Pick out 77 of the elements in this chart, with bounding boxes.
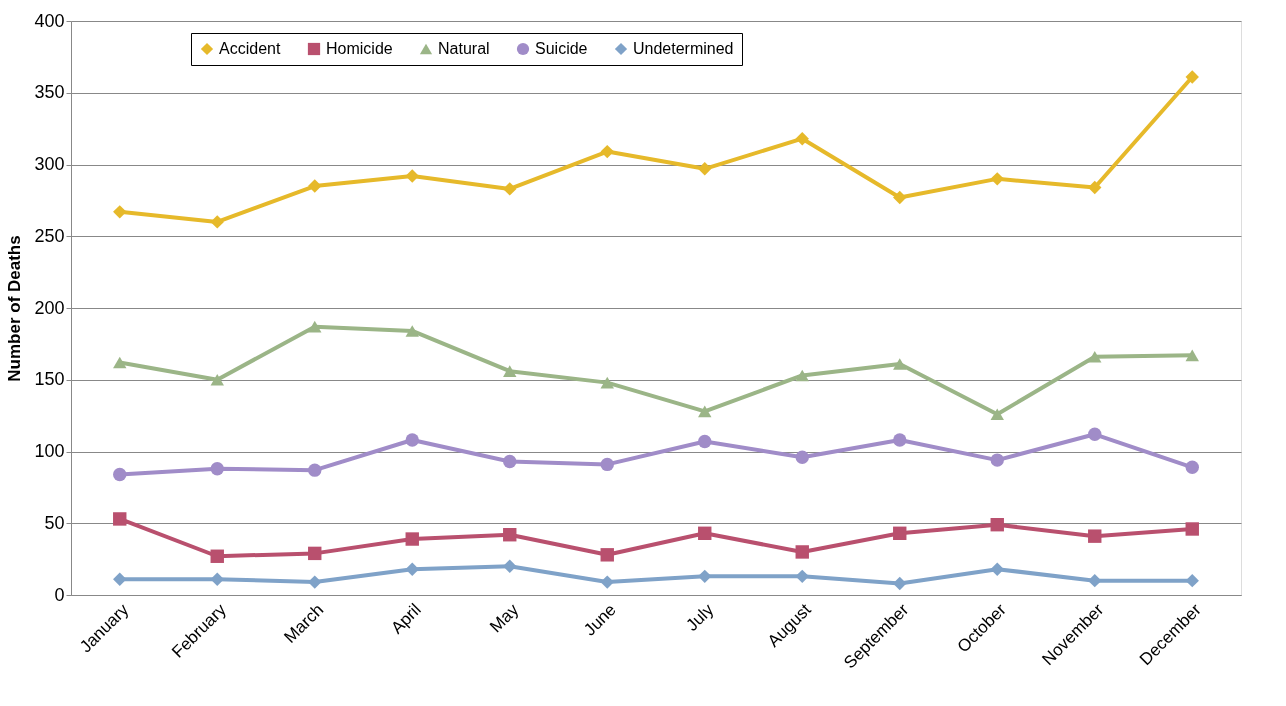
point	[600, 376, 614, 389]
point	[795, 131, 809, 146]
y-tick-label: 250	[34, 225, 65, 246]
point	[1185, 460, 1199, 474]
point	[1088, 529, 1102, 543]
point	[1088, 180, 1102, 195]
y-axis-title: Number of Deaths	[5, 235, 25, 382]
point	[308, 575, 322, 589]
point	[795, 369, 809, 382]
point	[503, 528, 517, 542]
point	[600, 548, 614, 562]
y-tick-label: 0	[54, 584, 65, 605]
point	[1185, 573, 1199, 588]
point	[308, 179, 322, 193]
point	[210, 572, 224, 586]
y-tick-label: 400	[34, 10, 65, 31]
y-tick-label: 100	[34, 441, 65, 461]
y-tick-label: 350	[34, 82, 65, 103]
point	[1185, 349, 1199, 362]
point	[210, 373, 224, 386]
point	[308, 463, 322, 477]
point	[600, 575, 614, 589]
point	[893, 433, 907, 447]
point	[990, 408, 1004, 420]
point	[698, 405, 712, 418]
point	[405, 532, 419, 546]
point	[308, 320, 322, 333]
point	[405, 169, 419, 183]
legend-label: Homicide	[326, 40, 393, 57]
point	[893, 526, 907, 540]
point	[503, 454, 517, 469]
point	[698, 569, 712, 584]
x-tick-label: July	[682, 599, 718, 635]
point	[503, 559, 517, 574]
point	[990, 562, 1004, 576]
point	[795, 450, 809, 464]
point	[990, 453, 1004, 467]
point	[893, 576, 907, 591]
point	[698, 526, 712, 540]
point	[113, 356, 127, 369]
point	[1088, 427, 1102, 441]
point	[405, 562, 419, 576]
point	[210, 462, 224, 476]
point	[210, 549, 224, 563]
point	[893, 358, 907, 370]
point	[405, 325, 419, 337]
x-tick-label: May	[486, 599, 523, 637]
point	[698, 162, 712, 176]
point	[1185, 70, 1199, 84]
legend-label: Undetermined	[633, 40, 734, 57]
y-tick-label: 300	[34, 154, 65, 174]
legend-label: Accident	[219, 40, 281, 57]
point	[503, 182, 517, 196]
point	[795, 569, 809, 584]
point	[113, 205, 127, 219]
point	[795, 545, 809, 559]
point	[113, 467, 127, 482]
y-tick-label: 50	[44, 512, 65, 533]
point	[308, 546, 322, 561]
point	[405, 433, 419, 447]
point	[1088, 573, 1102, 588]
y-tick-label: 200	[34, 297, 65, 318]
point	[990, 172, 1004, 186]
point	[503, 365, 517, 377]
point	[1088, 350, 1102, 363]
point	[698, 434, 712, 449]
point	[893, 190, 907, 205]
point	[600, 144, 614, 159]
point	[600, 457, 614, 472]
legend-label: Natural	[438, 40, 490, 57]
point	[113, 572, 127, 586]
point	[990, 517, 1004, 532]
point	[113, 512, 127, 526]
y-tick-label: 150	[34, 369, 65, 390]
point	[210, 215, 224, 229]
legend-label: Suicide	[535, 40, 588, 57]
point	[1185, 522, 1199, 536]
